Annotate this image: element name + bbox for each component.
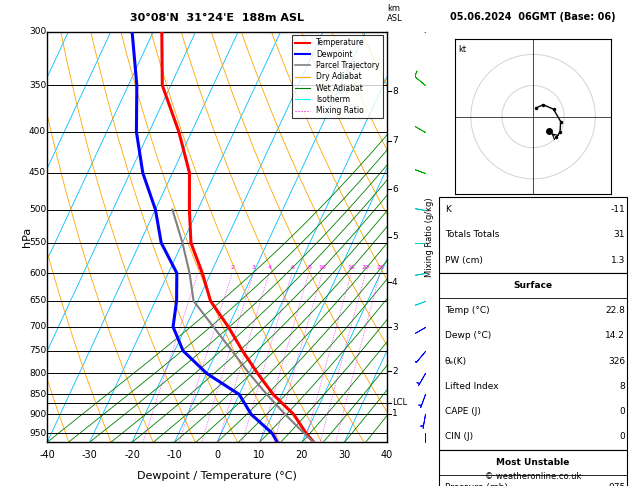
- Text: 10: 10: [253, 451, 265, 460]
- Text: 25: 25: [376, 265, 384, 270]
- Text: 05.06.2024  06GMT (Base: 06): 05.06.2024 06GMT (Base: 06): [450, 12, 616, 22]
- Text: 14.2: 14.2: [605, 331, 625, 340]
- Text: 0: 0: [620, 433, 625, 441]
- Bar: [439, 450, 627, 486]
- Text: km
ASL: km ASL: [387, 4, 403, 23]
- Text: 7: 7: [392, 137, 398, 145]
- Text: 300: 300: [29, 27, 46, 36]
- Text: 400: 400: [29, 127, 46, 137]
- Text: -30: -30: [82, 451, 97, 460]
- Text: 350: 350: [29, 81, 46, 90]
- Text: Dewp (°C): Dewp (°C): [445, 331, 491, 340]
- Text: © weatheronline.co.uk: © weatheronline.co.uk: [485, 472, 581, 481]
- Text: 975: 975: [608, 483, 625, 486]
- Text: CIN (J): CIN (J): [445, 433, 473, 441]
- Text: 16: 16: [348, 265, 355, 270]
- Text: 450: 450: [29, 168, 46, 177]
- Text: 4: 4: [392, 278, 398, 287]
- Text: 2: 2: [392, 366, 398, 376]
- Text: hPa: hPa: [22, 227, 32, 247]
- Text: 8: 8: [620, 382, 625, 391]
- Text: Totals Totals: Totals Totals: [445, 230, 499, 239]
- Text: Most Unstable: Most Unstable: [496, 458, 570, 467]
- Text: 1: 1: [196, 265, 200, 270]
- Text: 3: 3: [252, 265, 256, 270]
- Text: 600: 600: [29, 269, 46, 278]
- Text: 2: 2: [231, 265, 235, 270]
- Text: Temp (°C): Temp (°C): [445, 306, 489, 315]
- Text: kt: kt: [459, 45, 467, 54]
- Text: 20: 20: [362, 265, 370, 270]
- Text: 850: 850: [29, 390, 46, 399]
- Text: 22.8: 22.8: [605, 306, 625, 315]
- Text: 700: 700: [29, 322, 46, 331]
- Text: 0: 0: [620, 407, 625, 416]
- Text: 1.3: 1.3: [611, 256, 625, 264]
- Text: θₑ(K): θₑ(K): [445, 357, 467, 365]
- Text: 6: 6: [291, 265, 294, 270]
- Text: 30°08'N  31°24'E  188m ASL: 30°08'N 31°24'E 188m ASL: [130, 14, 304, 23]
- Text: 20: 20: [296, 451, 308, 460]
- Text: -40: -40: [39, 451, 55, 460]
- Text: 1: 1: [392, 409, 398, 418]
- Text: 30: 30: [338, 451, 350, 460]
- Text: Mixing Ratio (g/kg): Mixing Ratio (g/kg): [425, 197, 434, 277]
- Text: 10: 10: [319, 265, 326, 270]
- Text: 8: 8: [392, 87, 398, 96]
- Text: -11: -11: [610, 205, 625, 214]
- Text: 800: 800: [29, 369, 46, 378]
- Bar: [439, 197, 627, 273]
- Legend: Temperature, Dewpoint, Parcel Trajectory, Dry Adiabat, Wet Adiabat, Isotherm, Mi: Temperature, Dewpoint, Parcel Trajectory…: [292, 35, 383, 118]
- Text: 750: 750: [29, 347, 46, 355]
- Text: 6: 6: [392, 185, 398, 194]
- Text: PW (cm): PW (cm): [445, 256, 482, 264]
- Text: Lifted Index: Lifted Index: [445, 382, 498, 391]
- Text: 900: 900: [29, 410, 46, 419]
- Text: 8: 8: [307, 265, 311, 270]
- Text: 650: 650: [29, 296, 46, 306]
- Bar: [439, 273, 627, 450]
- Text: Surface: Surface: [513, 281, 553, 290]
- Text: K: K: [445, 205, 451, 214]
- Text: -20: -20: [124, 451, 140, 460]
- Text: LCL: LCL: [392, 398, 407, 407]
- Text: 4: 4: [267, 265, 272, 270]
- Text: 3: 3: [392, 323, 398, 332]
- Text: 31: 31: [614, 230, 625, 239]
- Text: Dewpoint / Temperature (°C): Dewpoint / Temperature (°C): [137, 471, 297, 481]
- Text: CAPE (J): CAPE (J): [445, 407, 481, 416]
- Text: 550: 550: [29, 238, 46, 247]
- Text: Pressure (mb): Pressure (mb): [445, 483, 508, 486]
- Text: 5: 5: [392, 232, 398, 241]
- Text: 0: 0: [214, 451, 220, 460]
- Text: -10: -10: [167, 451, 182, 460]
- Text: 326: 326: [608, 357, 625, 365]
- Text: 500: 500: [29, 205, 46, 214]
- Text: 40: 40: [381, 451, 393, 460]
- Text: 950: 950: [29, 429, 46, 438]
